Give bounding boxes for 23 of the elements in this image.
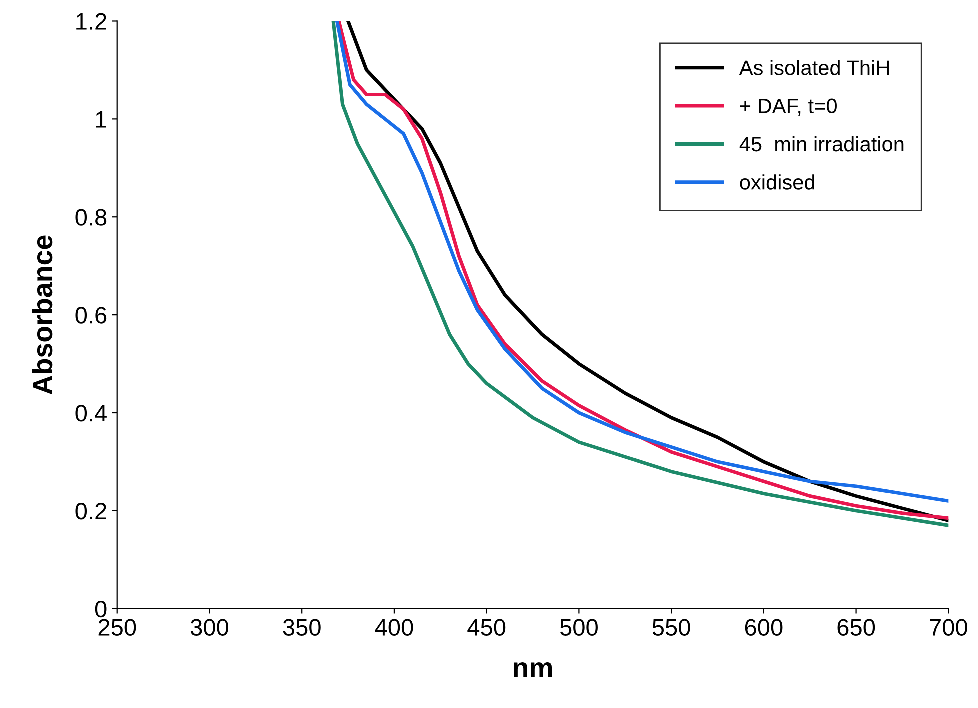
x-tick-label: 250 (98, 619, 136, 636)
x-tick-label: 550 (652, 619, 690, 636)
y-axis-title: Absorbance (32, 236, 53, 395)
y-tick-label: 0.8 (76, 209, 107, 226)
x-tick-label: 600 (745, 619, 783, 636)
x-tick-label: 450 (468, 619, 506, 636)
x-tick-label: 650 (838, 619, 876, 636)
x-tick-label: 300 (190, 619, 228, 636)
legend-label: 45 min irradiation (740, 136, 904, 152)
x-axis-title: nm (514, 662, 552, 678)
y-tick-label: 0.4 (76, 405, 107, 422)
legend-label: + DAF, t=0 (740, 98, 837, 116)
x-tick-label: 400 (375, 619, 414, 636)
y-tick-label: 1 (96, 111, 106, 128)
y-tick-label: 0 (95, 600, 107, 618)
x-tick-label: 350 (283, 619, 321, 636)
y-tick-label: 0.2 (76, 503, 106, 520)
y-tick-label: 1.2 (76, 13, 106, 30)
x-tick-label: 700 (930, 619, 968, 636)
y-tick-label: 0.6 (76, 307, 107, 324)
legend-label: oxidised (740, 174, 814, 190)
legend-label: As isolated ThiH (739, 60, 889, 76)
x-tick-label: 500 (560, 619, 598, 636)
